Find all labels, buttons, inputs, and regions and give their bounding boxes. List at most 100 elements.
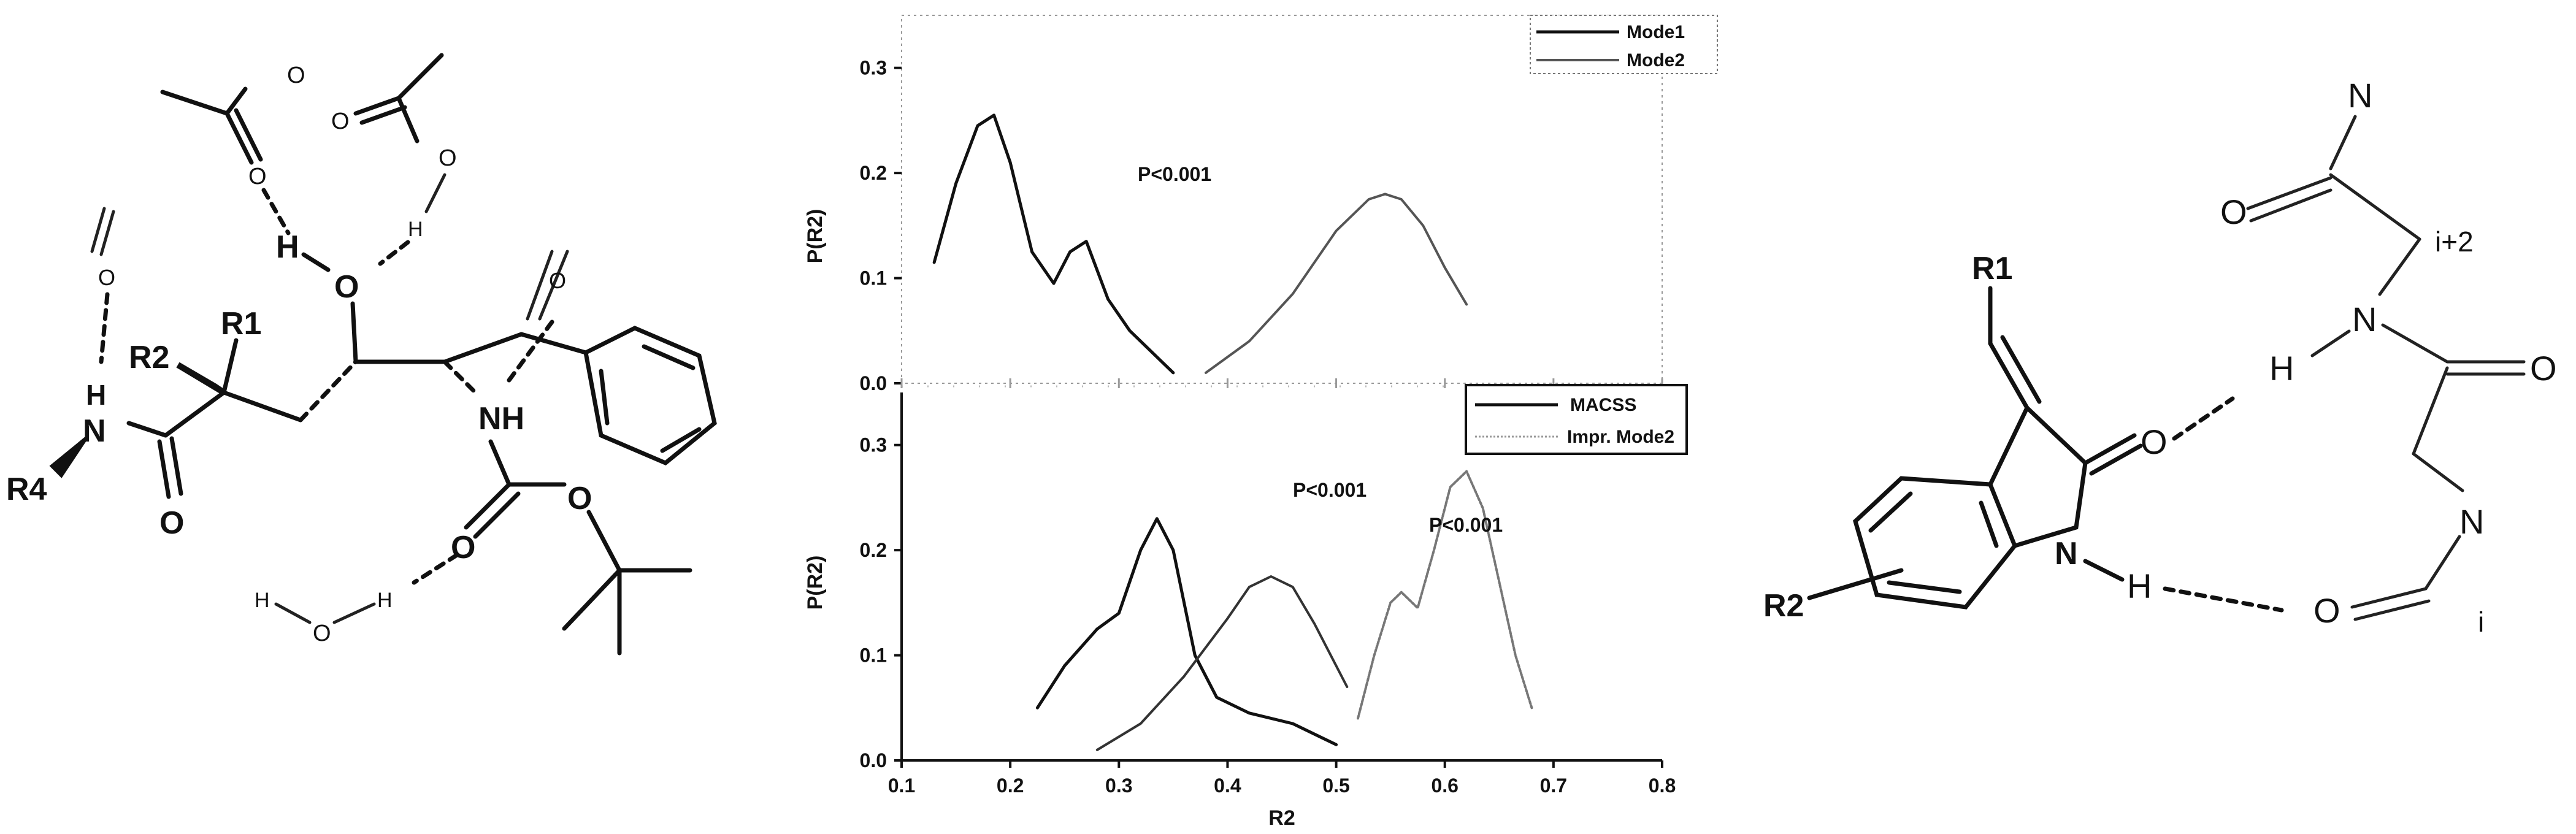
acid2-double-bond bbox=[359, 105, 407, 125]
fused-benzene bbox=[1853, 476, 2017, 610]
water-h1-label: H bbox=[255, 589, 270, 612]
chain-bond-1 bbox=[163, 390, 303, 438]
acid1-o2-label: O bbox=[248, 164, 267, 189]
right-molecule: R1 O N H R2 N O i+2 N H bbox=[1763, 76, 2557, 638]
water-h2-label: H bbox=[377, 589, 393, 612]
chain-dashed-stereo bbox=[298, 359, 358, 423]
lactam-co-bond2 bbox=[2089, 443, 2143, 476]
mid-nc-bond bbox=[2381, 323, 2449, 364]
bottom-xtick-label: 0.6 bbox=[1431, 775, 1458, 797]
legend-label-macss: MACSS bbox=[1570, 395, 1636, 415]
lactam-h-label: H bbox=[2127, 567, 2152, 605]
hydroxyl-oh-bond bbox=[301, 252, 331, 272]
top-o-label: O bbox=[2220, 193, 2247, 231]
low-nc-bond bbox=[2424, 535, 2461, 591]
top-ytick-label: 0.3 bbox=[860, 57, 887, 79]
left-molecule: O O O O H O H O R1 R2 N H bbox=[6, 53, 717, 656]
hbond-acid1-hydroxyl bbox=[261, 188, 291, 235]
water-top-o-label: O bbox=[98, 265, 115, 290]
hydroxyl-o-label: O bbox=[334, 269, 359, 305]
r1-bond bbox=[221, 338, 239, 395]
bottom-xtick-label: 0.3 bbox=[1105, 775, 1132, 797]
bottom-legend-box bbox=[1465, 384, 1688, 455]
benzene-inner-1 bbox=[1868, 491, 1913, 533]
amide-n-label: N bbox=[83, 413, 106, 449]
top-series-line-mode2 bbox=[1205, 193, 1468, 374]
i-label: i bbox=[2478, 606, 2484, 638]
top-pvalue-annotation: P<0.001 bbox=[1138, 163, 1211, 185]
bottom-xtick-label: 0.4 bbox=[1214, 775, 1241, 797]
top-ytick-label: 0.0 bbox=[860, 372, 887, 394]
ketone-bond2 bbox=[538, 250, 569, 321]
benzene-inner-2 bbox=[1887, 580, 1962, 594]
top-co-bond1 bbox=[2246, 176, 2333, 210]
top-n-label: N bbox=[2348, 76, 2372, 115]
water-bond1 bbox=[274, 602, 312, 624]
hbond-acid2-hydroxyl bbox=[378, 240, 410, 266]
r4-wedge-bond bbox=[49, 437, 88, 478]
hydroxyl-c-bond bbox=[350, 301, 358, 364]
left-r1-label: R1 bbox=[221, 306, 261, 342]
c-calpha-bond bbox=[2412, 366, 2449, 456]
legend-label-mode2: Mode2 bbox=[1627, 50, 1685, 71]
ketone-o-label: O bbox=[549, 268, 566, 293]
right-o-label: O bbox=[2530, 349, 2557, 388]
acid2-o2-label: O bbox=[439, 145, 457, 171]
bottom-xtick-label: 0.1 bbox=[888, 775, 915, 797]
acid1-co-bond bbox=[224, 111, 254, 165]
carbamate-co-bond2 bbox=[473, 491, 521, 539]
water-top-bond2 bbox=[99, 210, 115, 256]
hbond-water-amide bbox=[99, 292, 110, 364]
top-co-bond2 bbox=[2249, 188, 2333, 223]
top-calpha-bond bbox=[2329, 173, 2421, 241]
bottom-xtick-label: 0.7 bbox=[1540, 775, 1567, 797]
bottom-xtick-label: 0.2 bbox=[997, 775, 1024, 797]
exo-double-1 bbox=[1988, 341, 2030, 410]
phenyl-inner-3 bbox=[599, 369, 610, 426]
bottom-series-line-unnamed bbox=[1095, 575, 1349, 751]
hbond-o-hn bbox=[2172, 396, 2235, 441]
hbond-ketone-nh bbox=[507, 319, 554, 383]
bottom-ytick-label: 0.3 bbox=[860, 434, 887, 456]
acid2-h-label: H bbox=[408, 218, 423, 241]
top-n-bond bbox=[2329, 115, 2357, 170]
lactam-o-label: O bbox=[2141, 423, 2168, 461]
bottom-ytick-label: 0.2 bbox=[860, 539, 887, 561]
ketone-bond1 bbox=[526, 250, 554, 321]
chain-bond-2 bbox=[353, 332, 524, 364]
amide-cn-bond bbox=[126, 421, 168, 438]
mid-n-label: N bbox=[2352, 300, 2377, 339]
mid-nh-bond bbox=[2310, 329, 2351, 358]
r2-bond bbox=[1807, 568, 1904, 600]
bottom-series-line-macss bbox=[1035, 517, 1338, 746]
right-r2-label: R2 bbox=[1763, 588, 1804, 624]
amide-h-label: H bbox=[86, 379, 106, 411]
hbond-water-carbamate bbox=[412, 553, 459, 585]
water-bond2 bbox=[332, 602, 376, 624]
bottom-x-axis-label: R2 bbox=[1268, 806, 1295, 830]
lactam-co-bond1 bbox=[2083, 433, 2137, 465]
mid-h-label: H bbox=[2269, 349, 2294, 388]
low-n-label: N bbox=[2459, 502, 2484, 541]
phenyl-ring bbox=[583, 326, 717, 466]
hydroxyl-h-label: H bbox=[276, 229, 299, 265]
phenyl-inner-1 bbox=[642, 344, 696, 370]
legend-label-mode1: Mode1 bbox=[1627, 22, 1685, 42]
calpha-n-bond bbox=[2378, 237, 2421, 296]
amide-co-bond1 bbox=[157, 439, 171, 499]
legend-label-impr-mode2: Impr. Mode2 bbox=[1567, 427, 1674, 447]
lactam-nh-bond bbox=[2083, 559, 2125, 582]
water-o-label: O bbox=[313, 621, 331, 646]
bottom-ytick-label: 0.1 bbox=[860, 645, 887, 667]
bottom-series-line-impr-mode2 bbox=[1357, 470, 1533, 720]
acid2-oh-bond bbox=[424, 173, 447, 213]
tbu-me2 bbox=[562, 568, 622, 631]
r2-wedge-bond bbox=[176, 362, 226, 396]
hbond-nh-o bbox=[2163, 586, 2284, 613]
low-co-bond2 bbox=[2353, 599, 2431, 621]
amide-o-label: O bbox=[159, 505, 184, 541]
lactam-n-label: N bbox=[2055, 536, 2078, 572]
bottom-ytick-label: 0.0 bbox=[860, 749, 887, 771]
left-r2-label: R2 bbox=[129, 340, 169, 375]
